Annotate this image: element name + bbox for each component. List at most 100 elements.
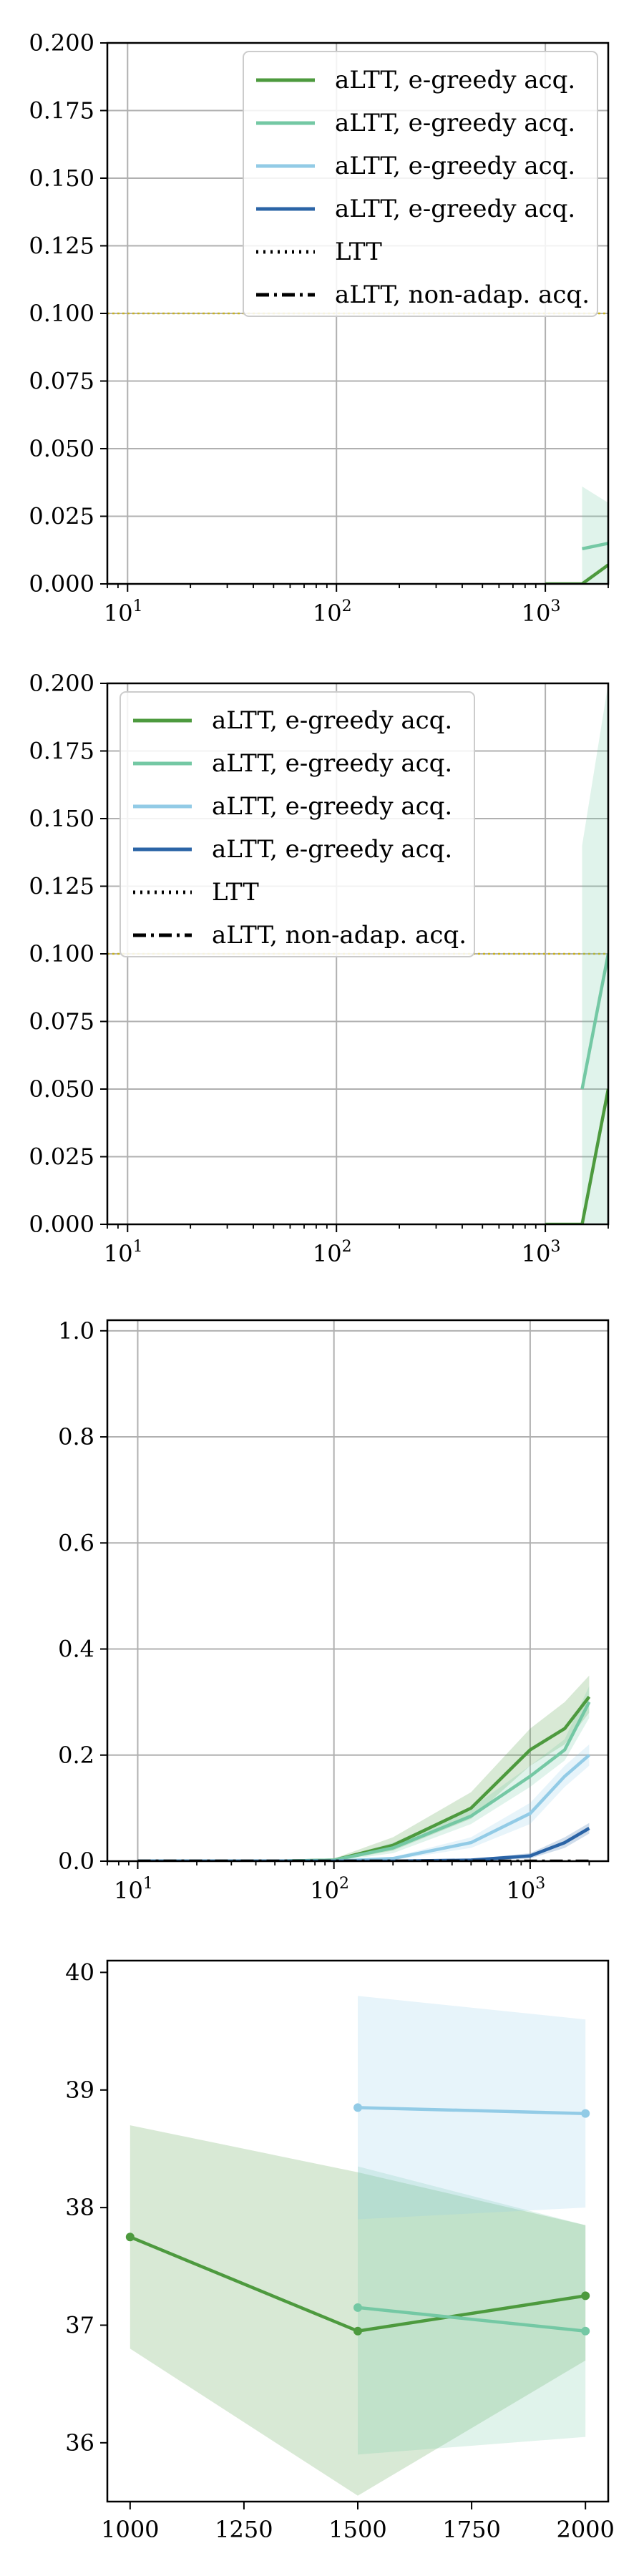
x-tick-label-exponent: 3 <box>550 597 560 615</box>
x-tick-label-base: 10 <box>114 1877 143 1904</box>
x-tick-label-1: 102 <box>313 1238 352 1267</box>
series-1-point-1 <box>581 2326 590 2336</box>
y-tick-label-1: 0.2 <box>58 1742 94 1769</box>
series-1-line <box>580 953 608 1090</box>
y-tick-label-6: 0.150 <box>29 165 94 192</box>
series-1-line <box>137 1701 591 1861</box>
x-tick-label-3: 1750 <box>442 2516 500 2543</box>
x-tick-label-exponent: 2 <box>342 1238 352 1256</box>
series-1-band <box>137 1686 590 1861</box>
x-tick-label-exponent: 2 <box>342 597 352 615</box>
series-2-line <box>137 1754 590 1861</box>
plot-area <box>125 1996 590 2496</box>
x-tick-label-exponent: 1 <box>133 1238 143 1256</box>
series-3-line <box>137 1827 590 1861</box>
series-1-band <box>582 683 608 1224</box>
legend-label-2: aLTT, e-greedy acq. <box>335 152 575 180</box>
y-tick-label-4: 0.8 <box>58 1423 94 1450</box>
x-tick-label-base: 10 <box>104 1240 133 1267</box>
y-tick-label-1: 0.025 <box>29 503 94 530</box>
axes-frame <box>106 1319 610 1863</box>
legend-label-4: LTT <box>212 878 259 907</box>
x-tick-label-base: 10 <box>310 1877 339 1904</box>
series-2-point-1 <box>581 2109 590 2118</box>
x-tick-label-1: 1250 <box>215 2516 273 2543</box>
panel-1-chart: 101 102 1030.0000.0250.0500.0750.1000.1250… <box>29 670 610 1267</box>
y-tick-label-2: 0.050 <box>29 435 94 462</box>
y-tick-label-0: 0.000 <box>29 1211 94 1238</box>
y-tick-label-8: 0.200 <box>29 670 94 697</box>
y-tick-label-2: 0.4 <box>58 1636 94 1663</box>
series-1-band <box>358 2166 586 2455</box>
y-tick-label-5: 1.0 <box>58 1317 94 1345</box>
panel-0-chart: 101 102 1030.0000.0250.0500.0750.1000.1250… <box>29 29 610 627</box>
x-tick-label-2: 1500 <box>328 2516 386 2543</box>
y-tick-label-1: 37 <box>65 2311 94 2338</box>
y-tick-label-4: 0.100 <box>29 300 94 327</box>
y-tick-label-0: 0.000 <box>29 570 94 597</box>
y-tick-label-6: 0.150 <box>29 805 94 832</box>
x-tick-label-0: 101 <box>104 597 143 627</box>
y-tick-label-4: 40 <box>65 1958 94 1986</box>
legend-label-5: aLTT, non-adap. acq. <box>335 280 590 309</box>
x-tick-label-base: 10 <box>313 1240 342 1267</box>
legend-label-5: aLTT, non-adap. acq. <box>212 921 467 950</box>
series-2-line <box>357 2106 586 2115</box>
legend: aLTT, e-greedy acq. aLTT, e-greedy acq. aL… <box>119 691 475 957</box>
series-0-line <box>137 1695 591 1861</box>
y-tick-label-3: 39 <box>65 2077 94 2104</box>
legend-label-3: aLTT, e-greedy acq. <box>212 835 452 864</box>
series-1-line <box>357 2306 586 2333</box>
x-tick-label-exponent: 1 <box>143 1875 153 1893</box>
y-tick-label-7: 0.175 <box>29 738 94 765</box>
y-tick-label-5: 0.125 <box>29 873 94 900</box>
x-tick-label-base: 10 <box>313 600 342 627</box>
x-tick-label-2: 103 <box>522 1238 561 1267</box>
x-tick-label-exponent: 1 <box>133 597 143 615</box>
series-0-point-1 <box>353 2326 362 2336</box>
x-tick-label-1: 102 <box>310 1875 349 1904</box>
legend-label-1: aLTT, e-greedy acq. <box>335 109 575 137</box>
series-0-line <box>545 563 608 584</box>
legend-label-0: aLTT, e-greedy acq. <box>335 66 575 94</box>
series-1-band <box>582 486 608 584</box>
x-tick-label-0: 101 <box>104 1238 143 1267</box>
legend-label-2: aLTT, e-greedy acq. <box>212 792 452 821</box>
x-tick-label-base: 10 <box>507 1877 536 1904</box>
legend-box <box>243 51 598 317</box>
y-tick-label-8: 0.200 <box>29 29 94 57</box>
x-tick-label-4: 2000 <box>556 2516 614 2543</box>
x-tick-label-1: 102 <box>313 597 352 627</box>
y-tick-label-1: 0.025 <box>29 1143 94 1171</box>
series-1-line <box>582 542 608 551</box>
x-tick-label-0: 1000 <box>101 2516 159 2543</box>
legend-label-0: aLTT, e-greedy acq. <box>212 706 452 735</box>
x-tick-label-exponent: 3 <box>550 1238 560 1256</box>
y-tick-label-4: 0.100 <box>29 940 94 967</box>
y-tick-label-3: 0.6 <box>58 1529 94 1556</box>
x-tick-label-2: 103 <box>522 597 561 627</box>
y-tick-label-0: 36 <box>65 2429 94 2457</box>
y-tick-label-0: 0.0 <box>58 1848 94 1875</box>
series-2-band <box>358 1996 586 2220</box>
x-tick-label-exponent: 2 <box>339 1875 349 1893</box>
y-tick-label-2: 38 <box>65 2194 94 2221</box>
series-0-line <box>545 1088 608 1224</box>
series-0-point-0 <box>125 2233 135 2242</box>
x-tick-label-exponent: 3 <box>535 1875 545 1893</box>
panel-3-chart: 1000 1250 1500 1750 2000 36 37 38 39 40 <box>65 1958 615 2543</box>
legend-label-4: LTT <box>335 238 382 266</box>
x-tick-label-base: 10 <box>522 1240 551 1267</box>
x-tick-label-0: 101 <box>114 1875 153 1904</box>
y-tick-label-3: 0.075 <box>29 368 94 395</box>
series-2-point-0 <box>353 2103 362 2112</box>
legend: aLTT, e-greedy acq. aLTT, e-greedy acq. aL… <box>243 51 598 317</box>
x-tick-label-base: 10 <box>522 600 551 627</box>
y-tick-label-7: 0.175 <box>29 97 94 125</box>
legend-label-3: aLTT, e-greedy acq. <box>335 195 575 223</box>
legend-label-1: aLTT, e-greedy acq. <box>212 749 452 778</box>
y-tick-label-2: 0.050 <box>29 1075 94 1103</box>
series-0-point-2 <box>581 2291 590 2301</box>
